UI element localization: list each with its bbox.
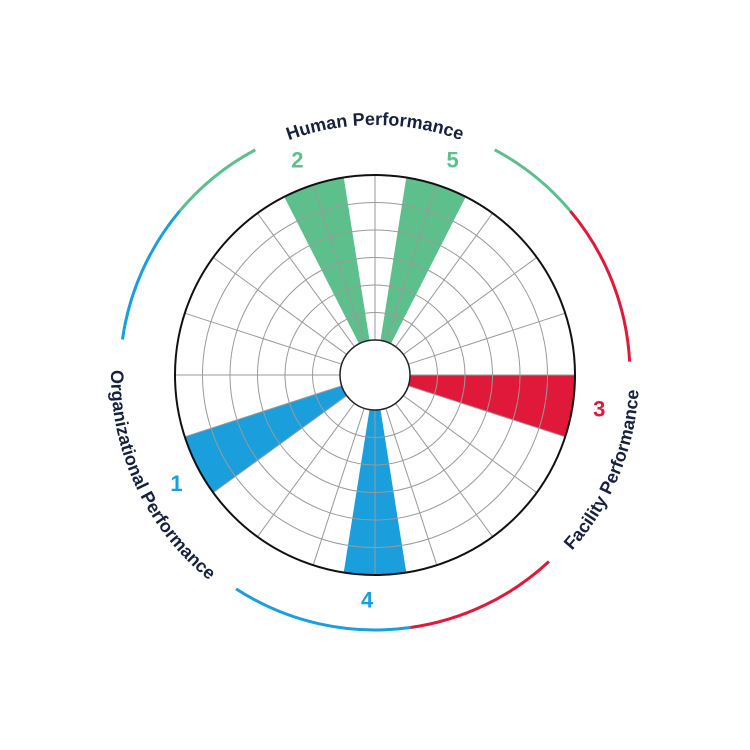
grid-spoke (312, 408, 365, 566)
grid-spoke (312, 184, 365, 342)
sector-number: 3 (593, 396, 605, 421)
grid-spoke (212, 395, 347, 493)
group-label-text: Human Performance (283, 109, 466, 144)
sector-number: 1 (170, 471, 182, 496)
grid-spoke (385, 408, 438, 566)
sector (380, 177, 466, 344)
group-arc (120, 210, 181, 340)
sector-number: 4 (361, 588, 374, 613)
center-hole (339, 339, 411, 411)
group-label: Human Performance (283, 109, 466, 144)
grid-spoke (184, 312, 342, 365)
group-arc (235, 587, 411, 632)
sector (184, 385, 347, 493)
sector-number: 2 (291, 148, 303, 173)
group-arc (569, 210, 632, 362)
sector (284, 177, 370, 344)
group-arc (494, 148, 572, 213)
grid-spoke (212, 257, 347, 355)
grid-spoke (403, 395, 538, 493)
grid-spoke (395, 403, 493, 538)
grid-spoke (408, 312, 566, 365)
group-arc (178, 148, 256, 213)
grid-spoke (257, 403, 355, 538)
grid-spoke (408, 385, 566, 438)
grid-spoke (395, 212, 493, 347)
grid-spoke (184, 385, 342, 438)
grid-spoke (385, 184, 438, 342)
outer-circle (174, 174, 576, 576)
sector (408, 375, 575, 437)
grid-spoke (403, 257, 538, 355)
group-arc (410, 560, 550, 630)
grid-spoke (257, 212, 355, 347)
sector-number: 5 (447, 148, 459, 173)
